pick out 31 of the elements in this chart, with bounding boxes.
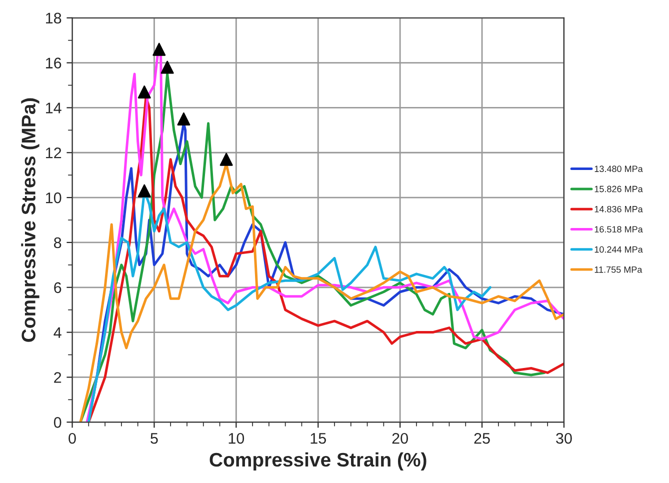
y-tick-label: 8 bbox=[54, 237, 62, 248]
legend-label: 16.518 MPa bbox=[594, 226, 643, 233]
legend-label: 10.244 MPa bbox=[594, 246, 643, 253]
x-tick-label: 10 bbox=[228, 432, 244, 444]
y-axis-title: Compressive Stress (MPa) bbox=[21, 98, 40, 342]
point bbox=[138, 85, 151, 98]
y-tick-label: 6 bbox=[54, 282, 62, 294]
point bbox=[160, 60, 174, 74]
x-tick-label: 30 bbox=[556, 432, 572, 444]
y-tick-label: 2 bbox=[54, 372, 62, 383]
point bbox=[177, 112, 190, 126]
legend-label: 13.480 MPa bbox=[594, 166, 643, 172]
x-tick-label: 25 bbox=[474, 432, 490, 444]
y-tick-label: 16 bbox=[46, 58, 62, 68]
legend-label: 14.836 MPa bbox=[594, 206, 643, 212]
y-tick-label: 0 bbox=[54, 417, 62, 428]
y-tick-label: 14 bbox=[46, 102, 62, 114]
legend-label: 11.755 MPa bbox=[594, 266, 642, 273]
point bbox=[220, 152, 233, 166]
y-tick-label: 10 bbox=[46, 192, 62, 204]
x-tick-label: 15 bbox=[310, 433, 326, 444]
y-tick-label: 12 bbox=[46, 147, 62, 158]
y-tick-label: 4 bbox=[54, 327, 62, 338]
x-tick-label: 5 bbox=[150, 433, 158, 444]
x-tick-label: 0 bbox=[68, 432, 76, 444]
y-tick-label: 18 bbox=[46, 12, 62, 24]
point bbox=[152, 42, 166, 56]
point bbox=[138, 184, 151, 198]
x-tick-label: 20 bbox=[392, 432, 408, 444]
legend-label: 15.826 MPa bbox=[594, 186, 643, 192]
x-axis-title: Compressive Strain (%) bbox=[210, 452, 426, 470]
